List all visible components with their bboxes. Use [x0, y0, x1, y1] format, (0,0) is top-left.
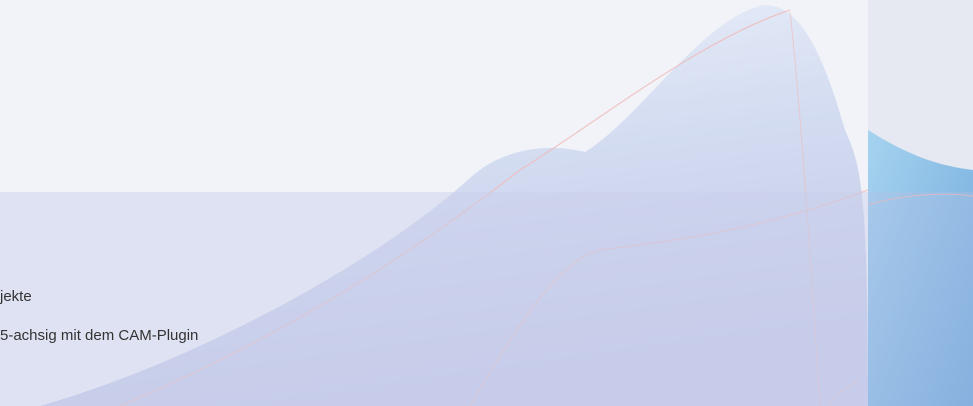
hero-text: 5-achsig mit dem CAM-Plugin [0, 327, 199, 344]
hero-text: jekte [0, 288, 32, 305]
